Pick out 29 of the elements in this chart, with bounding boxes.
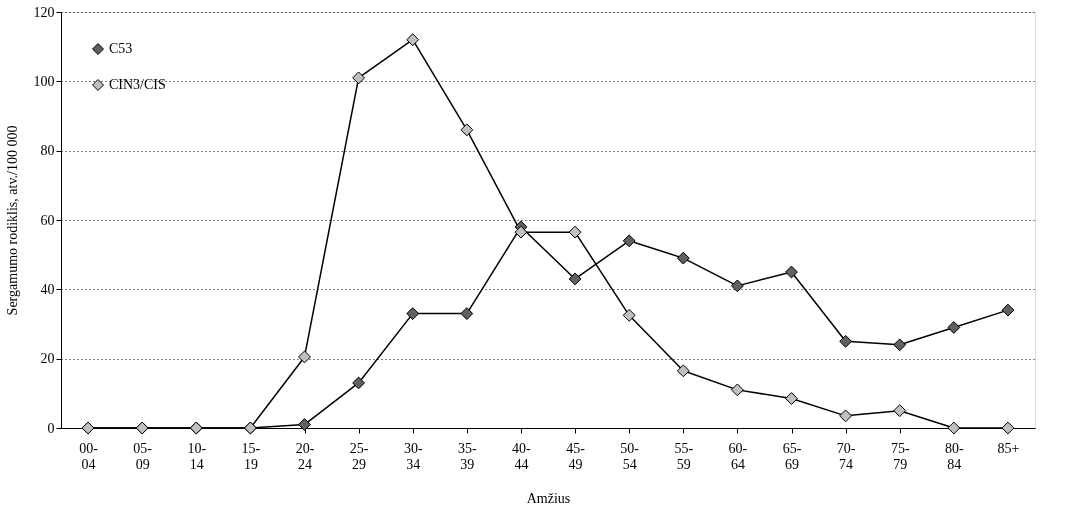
y-tick-label: 100 (33, 73, 55, 89)
y-tick-label: 80 (40, 143, 55, 159)
y-tick-label: 20 (40, 351, 55, 367)
x-tick-label: 45-49 (566, 440, 586, 472)
x-tick-label: 20-24 (295, 440, 315, 472)
y-tick-label: 60 (40, 212, 55, 228)
y-tick-label: 40 (40, 281, 55, 297)
x-tick-label: 10-14 (187, 440, 207, 472)
legend-label: C53 (109, 41, 133, 56)
x-tick-label: 55-59 (674, 440, 694, 472)
x-tick-label: 80-84 (945, 440, 964, 472)
x-tick-label: 00-04 (79, 440, 99, 472)
x-tick-label: 05-09 (133, 440, 153, 472)
y-axis-title: Sergamumo rodiklis, atv./100 000 (4, 125, 20, 316)
x-tick-label: 25-29 (349, 440, 369, 472)
x-tick-label: 15-19 (241, 440, 261, 472)
x-tick-label: 75-79 (890, 440, 910, 472)
x-tick-label: 35-39 (458, 440, 477, 472)
legend-label: CIN3/CIS (109, 77, 166, 92)
x-tick-label: 60-64 (728, 440, 748, 472)
x-tick-label: 30-34 (403, 440, 423, 472)
x-axis-title: Amžius (526, 490, 571, 506)
x-tick-label: 65-69 (782, 440, 802, 472)
y-tick-label: 120 (33, 4, 55, 20)
y-tick-label: 0 (47, 420, 55, 436)
x-tick-label: 85+ (997, 440, 1020, 456)
x-tick-label: 50-54 (620, 440, 640, 472)
x-tick-label: 40-44 (512, 440, 532, 472)
x-tick-label: 70-74 (836, 440, 856, 472)
